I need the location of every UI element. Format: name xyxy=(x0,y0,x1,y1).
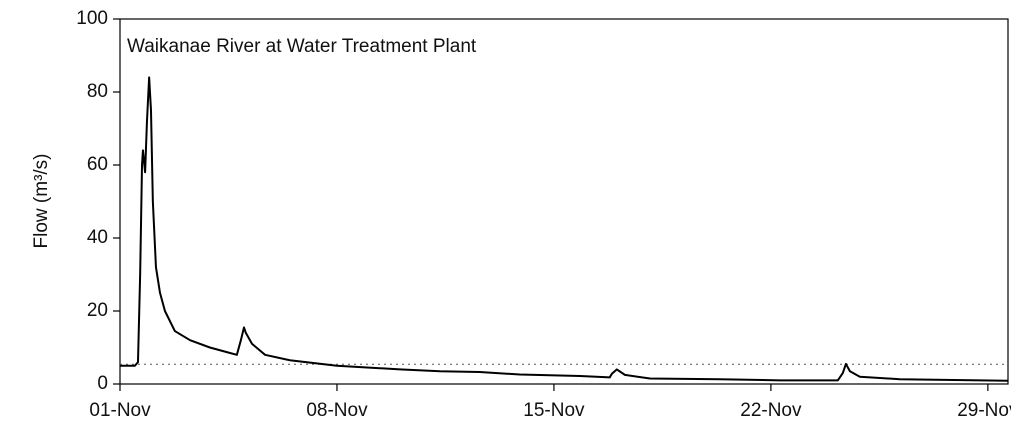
y-tick-label: 80 xyxy=(87,81,108,102)
y-axis-label: Flow (m³/s) xyxy=(31,154,52,249)
x-tick-label: 22-Nov xyxy=(740,400,802,421)
y-tick-label: 100 xyxy=(76,8,108,29)
y-tick-label: 0 xyxy=(97,373,108,394)
y-tick-label: 40 xyxy=(87,227,108,248)
x-tick-label: 08-Nov xyxy=(306,400,368,421)
flow-line xyxy=(120,76,1009,382)
plot-frame xyxy=(119,18,1009,385)
y-tick-label: 60 xyxy=(87,154,108,175)
x-tick-label: 15-Nov xyxy=(523,400,585,421)
x-tick-label: 01-Nov xyxy=(89,400,151,421)
y-tick-label: 20 xyxy=(87,300,108,321)
annotation: Waikanae River at Water Treatment Plant xyxy=(127,36,477,57)
x-tick-label: 29-Nov xyxy=(957,400,1011,421)
